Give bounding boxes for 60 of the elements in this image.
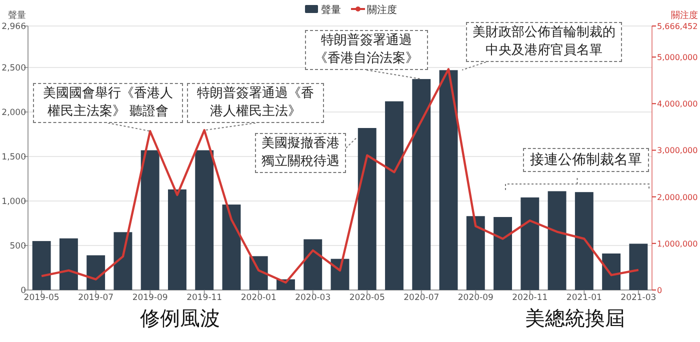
- bar: [195, 150, 214, 290]
- y2-tick-label: 5,666,452: [657, 22, 698, 31]
- bar: [222, 204, 241, 290]
- y2-tick-label: 5,000,000: [657, 53, 698, 62]
- legend-label: 關注度: [367, 4, 397, 16]
- x-tick-label: 2021-03: [620, 293, 656, 303]
- y-tick-label: 2,966: [2, 22, 26, 32]
- x-tick-label: 2020-07: [404, 293, 440, 303]
- bar: [304, 239, 322, 290]
- bar: [114, 232, 132, 290]
- x-tick-label: 2019-09: [132, 293, 168, 303]
- y2-axis-title: 關注度: [671, 10, 698, 21]
- y-tick-label: 500: [10, 241, 26, 252]
- y-tick-label: 2,500: [2, 63, 26, 74]
- bar: [358, 128, 376, 290]
- bar: [602, 254, 621, 290]
- y-axis-title: 聲量: [8, 10, 26, 21]
- line-series: [40, 68, 640, 284]
- bar: [86, 255, 106, 290]
- x-tick-label: 2020-01: [240, 293, 276, 303]
- bar: [574, 192, 594, 290]
- bar: [548, 191, 566, 290]
- bar: [439, 70, 458, 290]
- annotation: 特朗普簽署通過《香港人權民主法》: [187, 83, 324, 123]
- y2-tick-label: 0: [657, 286, 662, 295]
- text: 美總統換屆: [524, 305, 626, 332]
- x-tick-label: 2020-05: [349, 293, 385, 303]
- y-tick-label: 1,000: [2, 196, 26, 207]
- bar: [385, 101, 404, 290]
- x-tick-label: 2019-05: [24, 293, 60, 303]
- bar: [32, 241, 51, 290]
- x-tick-label: 2020-09: [458, 293, 494, 303]
- y-tick-label: 0: [20, 286, 26, 296]
- annotation: 美國擬撤香港獨立關稅待遇: [255, 133, 346, 173]
- annotation: 美國國會舉行《香港人權民主法案》 聽證會: [33, 83, 183, 123]
- bar: [520, 197, 540, 290]
- legend-label: 聲量: [321, 4, 341, 16]
- x-tick-label: 2019-07: [78, 293, 114, 303]
- bar: [140, 150, 160, 290]
- x-tick-label: 2020-11: [512, 293, 548, 303]
- y2-tick-label: 2,000,000: [657, 192, 698, 202]
- bar: [466, 216, 485, 290]
- bar: [412, 79, 431, 290]
- bar: [249, 256, 268, 290]
- text: 修例風波: [139, 305, 221, 332]
- y-tick-label: 2,000: [2, 108, 26, 118]
- annotation: 美財政部公佈首輪制裁的中央及港府官員名單: [466, 22, 622, 62]
- bar: [629, 244, 648, 290]
- bar: [168, 189, 186, 290]
- x-tick-label: 2021-01: [566, 293, 602, 303]
- y2-tick-label: 4,000,000: [657, 100, 698, 109]
- x-tick-label: 2020-03: [295, 293, 331, 303]
- bar: [59, 238, 78, 290]
- y2-tick-label: 1,000,000: [657, 239, 698, 248]
- annotation: 特朗普簽署通過《香港自治法案》: [305, 30, 428, 70]
- x-tick-label: 2019-11: [186, 293, 222, 303]
- bar: [494, 217, 512, 290]
- y-tick-label: 1,500: [2, 152, 26, 162]
- y2-tick-label: 3,000,000: [657, 146, 698, 156]
- annotation: 接連公佈制裁名單: [523, 148, 649, 172]
